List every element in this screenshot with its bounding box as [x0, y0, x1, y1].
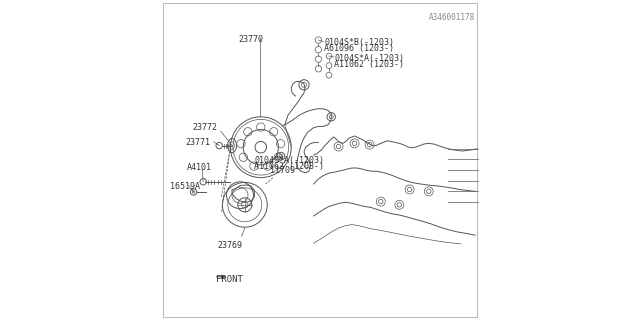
Text: 16519A: 16519A	[170, 182, 200, 191]
Text: 23770: 23770	[239, 35, 264, 44]
Text: 23771: 23771	[185, 138, 210, 147]
Text: 23769: 23769	[217, 241, 243, 250]
Text: A11062 (1203-): A11062 (1203-)	[334, 60, 404, 69]
Text: A346001178: A346001178	[429, 13, 475, 22]
Text: A61096 (1203-): A61096 (1203-)	[324, 44, 394, 53]
Text: 0104S*A(-1203): 0104S*A(-1203)	[334, 54, 404, 63]
Text: A11062 (1203-): A11062 (1203-)	[254, 162, 324, 171]
Text: 23772: 23772	[192, 123, 217, 132]
Text: 11709: 11709	[270, 166, 296, 175]
Text: A4101: A4101	[187, 163, 212, 172]
Text: 0104S*B(-1203): 0104S*B(-1203)	[324, 38, 394, 47]
Text: 0104S*A(-1203): 0104S*A(-1203)	[254, 156, 324, 165]
Text: FRONT: FRONT	[216, 275, 243, 284]
